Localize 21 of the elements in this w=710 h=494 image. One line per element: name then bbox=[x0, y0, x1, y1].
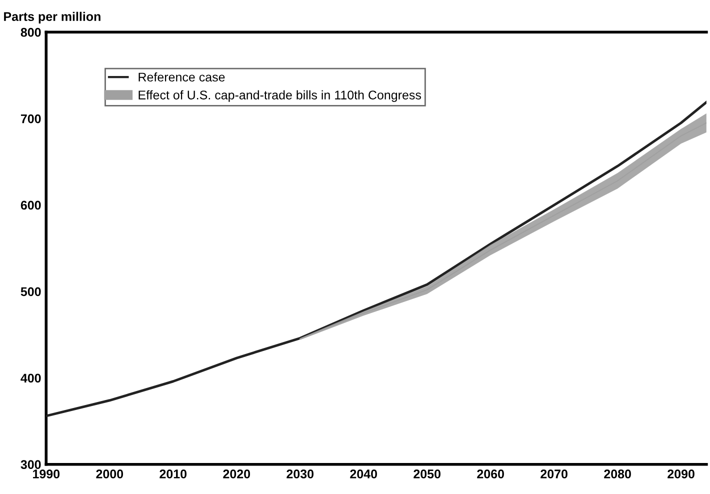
x-tick-label: 2070 bbox=[540, 470, 568, 478]
x-tick-label: 2080 bbox=[604, 470, 631, 478]
x-tick-label: 2060 bbox=[477, 470, 504, 478]
x-tick-label: 2030 bbox=[286, 470, 314, 478]
x-tick-label: 2010 bbox=[160, 470, 187, 478]
y-axis-title: Parts per million bbox=[4, 12, 100, 24]
y-tick-label: 600 bbox=[20, 200, 41, 210]
x-tick-label: 2090 bbox=[668, 470, 694, 478]
y-tick-label: 400 bbox=[20, 374, 41, 383]
x-tick-label: 2000 bbox=[96, 470, 124, 478]
legend-label: Reference case bbox=[138, 72, 225, 82]
y-tick-label: 800 bbox=[20, 28, 41, 37]
x-tick-label: 2040 bbox=[350, 470, 377, 478]
legend-label: Effect of U.S. cap-and-trade bills in 110th Congress bbox=[138, 90, 421, 102]
x-tick-label: 2020 bbox=[223, 470, 250, 478]
y-tick-label: 300 bbox=[20, 460, 41, 470]
line-series bbox=[46, 100, 706, 418]
y-tick-label: 500 bbox=[20, 287, 41, 296]
x-tick-label: 1990 bbox=[33, 470, 60, 478]
x-tick-label: 2050 bbox=[414, 470, 440, 478]
y-tick-label: 700 bbox=[20, 114, 41, 124]
